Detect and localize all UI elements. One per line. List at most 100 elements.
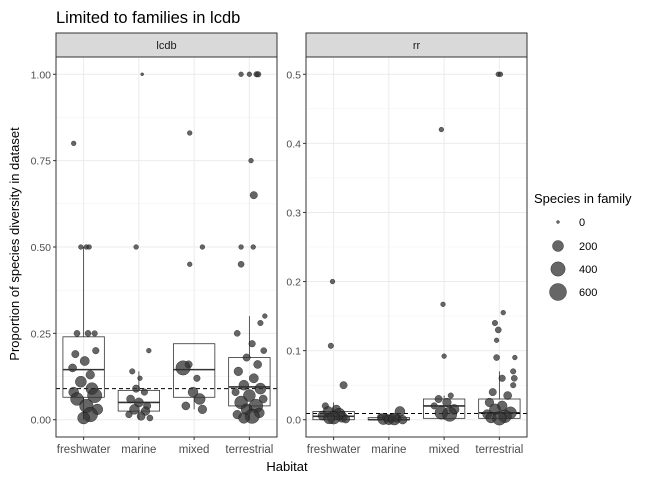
data-point bbox=[75, 375, 87, 388]
data-point bbox=[71, 350, 80, 359]
data-point bbox=[92, 347, 100, 355]
data-point bbox=[68, 363, 77, 373]
size-legend: Species in family 0 200 400 600 bbox=[534, 191, 632, 301]
data-point bbox=[493, 354, 500, 361]
data-point bbox=[137, 375, 143, 381]
data-point bbox=[87, 388, 103, 404]
data-point bbox=[494, 326, 502, 334]
y-tick-label: 1.00 bbox=[31, 69, 52, 81]
panel-border bbox=[305, 56, 528, 438]
data-point bbox=[248, 157, 254, 164]
legend-entry: 400 bbox=[550, 261, 597, 277]
data-point bbox=[136, 411, 146, 421]
data-point bbox=[129, 368, 136, 375]
data-point bbox=[237, 260, 245, 268]
x-tick-label: mixed bbox=[179, 444, 210, 456]
data-point bbox=[510, 368, 517, 375]
data-point bbox=[187, 261, 193, 267]
data-point bbox=[254, 382, 267, 395]
data-point bbox=[434, 395, 443, 403]
data-point bbox=[238, 412, 250, 424]
y-tick-label: 0.2 bbox=[286, 277, 301, 289]
data-point bbox=[512, 354, 518, 361]
legend-key-circle bbox=[556, 220, 560, 224]
data-point bbox=[86, 244, 92, 250]
x-tick-label: terrestrial bbox=[225, 444, 273, 456]
data-point bbox=[510, 374, 518, 382]
x-tick-label: mixed bbox=[429, 444, 460, 456]
facet-lcdb: lcdb 0.00 0.25 0.50 0.75 1.00 freshwater marine… bbox=[31, 32, 278, 456]
data-point bbox=[79, 356, 90, 366]
data-point bbox=[246, 71, 253, 77]
data-point bbox=[132, 384, 141, 393]
data-point bbox=[497, 71, 504, 77]
facet-rr: rr 0.0 0.1 0.2 0.3 0.4 0.5 freshwater marine mixe… bbox=[286, 32, 528, 456]
data-point bbox=[442, 406, 458, 422]
data-point bbox=[492, 411, 507, 426]
data-point bbox=[85, 370, 95, 380]
legend-key-label: 200 bbox=[579, 241, 597, 253]
data-point bbox=[71, 140, 77, 147]
data-point bbox=[175, 360, 191, 376]
data-point bbox=[398, 415, 408, 425]
data-point bbox=[323, 412, 335, 425]
data-point bbox=[238, 379, 250, 391]
data-point bbox=[146, 414, 154, 422]
y-tick-label: 0.25 bbox=[31, 328, 52, 340]
data-point bbox=[140, 72, 144, 77]
legend-key-circle bbox=[549, 283, 567, 301]
chart-title: Limited to families in lcdb bbox=[56, 9, 240, 27]
data-point bbox=[197, 404, 208, 414]
y-tick-label: 0.5 bbox=[286, 69, 301, 81]
data-point bbox=[484, 397, 495, 408]
data-point bbox=[248, 373, 259, 384]
data-point bbox=[199, 244, 206, 250]
legend-key-label: 400 bbox=[579, 264, 597, 276]
legend-entry: 600 bbox=[549, 283, 597, 301]
legend-entry: 0 bbox=[556, 217, 585, 229]
data-point bbox=[262, 313, 268, 319]
data-point bbox=[250, 244, 256, 250]
facet-strip bbox=[55, 32, 278, 58]
data-point bbox=[510, 382, 517, 389]
points-layer bbox=[317, 71, 518, 426]
data-point bbox=[129, 404, 140, 415]
legend-key-circle bbox=[552, 240, 564, 252]
panel-border bbox=[55, 56, 278, 438]
data-point bbox=[442, 397, 452, 408]
x-axis-title: Habitat bbox=[266, 459, 308, 474]
data-point bbox=[255, 71, 262, 78]
data-point bbox=[329, 278, 336, 285]
data-point bbox=[73, 330, 81, 337]
box-body bbox=[62, 336, 105, 398]
y-tick-label: 0.3 bbox=[286, 207, 301, 219]
x-tick-label: terrestrial bbox=[475, 444, 523, 456]
legend-title: Species in family bbox=[534, 191, 632, 206]
facet-strip-label: rr bbox=[413, 40, 421, 52]
data-point bbox=[430, 402, 438, 410]
data-point bbox=[488, 388, 497, 397]
data-point bbox=[249, 191, 258, 200]
data-point bbox=[257, 319, 264, 327]
data-point bbox=[193, 393, 206, 405]
y-tick-label: 0.4 bbox=[286, 138, 301, 150]
y-tick-label: 0.00 bbox=[31, 415, 52, 427]
data-point bbox=[133, 244, 139, 250]
data-point bbox=[146, 347, 152, 354]
data-point bbox=[438, 126, 445, 133]
data-point bbox=[341, 414, 351, 424]
data-point bbox=[70, 392, 84, 406]
data-point bbox=[248, 340, 256, 348]
legend-entry: 200 bbox=[552, 240, 597, 253]
data-point bbox=[253, 360, 262, 369]
data-point bbox=[187, 386, 199, 398]
data-point bbox=[84, 330, 92, 337]
data-point bbox=[78, 244, 84, 250]
y-tick-label: 0.1 bbox=[286, 346, 301, 358]
data-point bbox=[125, 410, 133, 419]
data-point bbox=[500, 309, 506, 316]
x-tick-label: marine bbox=[121, 444, 156, 456]
data-point bbox=[193, 374, 201, 382]
